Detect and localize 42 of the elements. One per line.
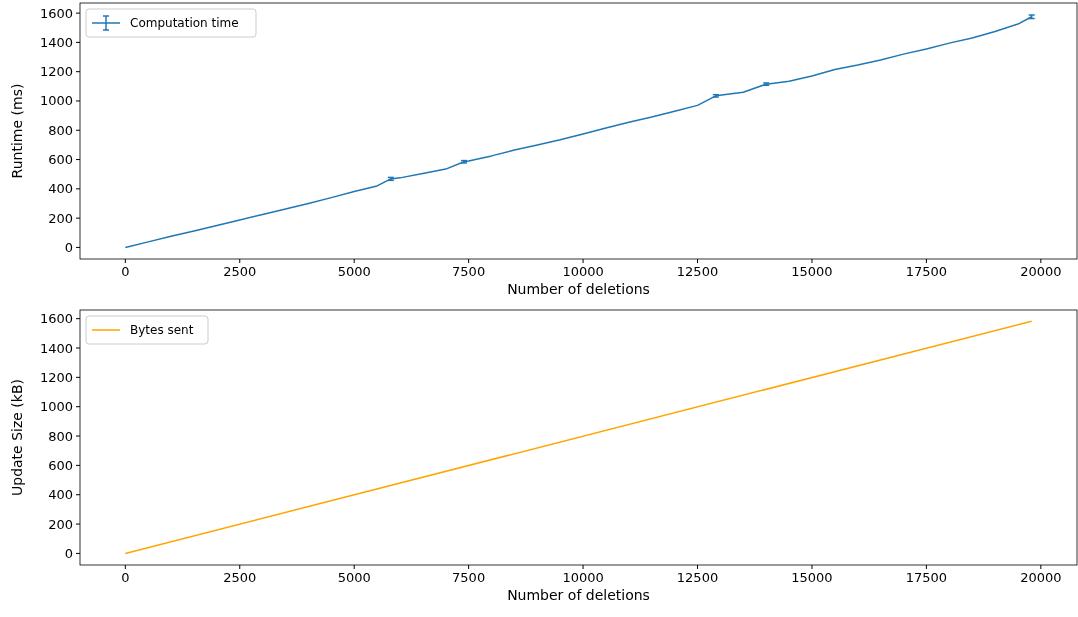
y-tick-label: 1200: [39, 369, 73, 385]
x-tick-label: 2500: [223, 570, 257, 585]
x-tick-label: 12500: [676, 264, 719, 279]
y-tick-label: 200: [48, 516, 73, 532]
y-tick-label: 1400: [39, 340, 73, 356]
x-tick-label: 17500: [905, 570, 948, 585]
x-tick-label: 2500: [223, 264, 257, 279]
x-axis-title: Number of deletions: [507, 281, 650, 297]
x-tick-label: 12500: [676, 570, 719, 585]
y-tick-label: 1200: [39, 64, 73, 80]
x-tick-label: 0: [121, 264, 130, 279]
x-tick-label: 10000: [562, 264, 604, 279]
y-axis-title: Update Size (kB): [9, 379, 25, 496]
x-tick-label: 20000: [1020, 264, 1062, 279]
x-tick-label: 10000: [562, 570, 604, 585]
x-tick-label: 7500: [452, 570, 486, 585]
x-tick-label: 15000: [791, 264, 833, 279]
y-tick-label: 200: [48, 210, 73, 226]
y-tick-label: 400: [48, 181, 73, 197]
y-tick-label: 1600: [39, 311, 73, 327]
x-tick-label: 20000: [1020, 570, 1062, 585]
y-tick-label: 0: [64, 239, 73, 255]
x-axis-title: Number of deletions: [507, 587, 650, 603]
y-tick-label: 1400: [39, 34, 73, 50]
y-tick-label: 0: [64, 545, 73, 561]
x-tick-label: 17500: [905, 264, 948, 279]
y-tick-label: 600: [48, 457, 73, 473]
y-tick-label: 400: [48, 487, 73, 503]
y-tick-label: 800: [48, 122, 73, 138]
x-tick-label: 15000: [791, 570, 833, 585]
legend-label: Bytes sent: [130, 323, 194, 337]
y-tick-label: 1600: [39, 5, 73, 21]
x-tick-label: 5000: [337, 570, 371, 585]
y-tick-label: 800: [48, 428, 73, 444]
y-axis-title: Runtime (ms): [9, 83, 25, 179]
x-tick-label: 0: [121, 570, 130, 585]
legend-label: Computation time: [130, 16, 239, 30]
y-tick-label: 600: [48, 152, 73, 168]
x-tick-label: 7500: [452, 264, 486, 279]
y-tick-label: 1000: [39, 93, 73, 109]
y-tick-label: 1000: [39, 399, 73, 415]
x-tick-label: 5000: [337, 264, 371, 279]
